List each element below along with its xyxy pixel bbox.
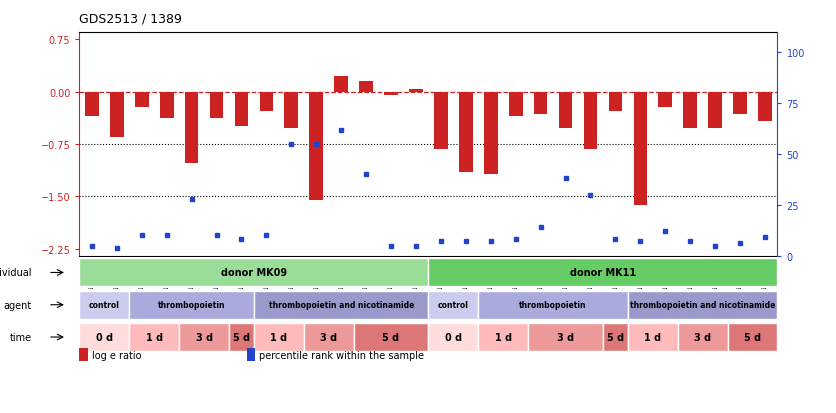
Bar: [678, 323, 727, 351]
Bar: [558, 92, 573, 128]
Text: donor MK11: donor MK11: [570, 268, 636, 278]
Text: 1 d: 1 d: [145, 332, 163, 342]
Bar: [758, 92, 772, 121]
Text: 1 d: 1 d: [495, 332, 512, 342]
Text: 5 d: 5 d: [744, 332, 761, 342]
Bar: [428, 323, 478, 351]
Text: 5 d: 5 d: [383, 332, 400, 342]
Text: thrombopoietin and nicotinamide: thrombopoietin and nicotinamide: [268, 301, 414, 309]
Bar: [354, 323, 428, 351]
Bar: [484, 92, 497, 175]
Text: control: control: [89, 301, 120, 309]
Bar: [254, 323, 303, 351]
Text: thrombopoietin: thrombopoietin: [519, 301, 587, 309]
Text: 1 d: 1 d: [645, 332, 661, 342]
Bar: [628, 323, 678, 351]
Bar: [135, 92, 149, 108]
Bar: [659, 92, 672, 108]
Text: 0 d: 0 d: [445, 332, 462, 342]
Bar: [609, 92, 622, 112]
Bar: [130, 291, 254, 319]
Text: 3 d: 3 d: [196, 332, 212, 342]
Bar: [733, 92, 747, 114]
Text: thrombopoietin and nicotinamide: thrombopoietin and nicotinamide: [630, 301, 775, 309]
Bar: [185, 92, 198, 164]
Bar: [428, 291, 478, 319]
Bar: [229, 323, 254, 351]
Bar: [284, 92, 298, 128]
Bar: [628, 291, 777, 319]
Text: 5 d: 5 d: [233, 332, 250, 342]
Text: 3 d: 3 d: [557, 332, 574, 342]
Bar: [533, 92, 548, 114]
Bar: [79, 323, 130, 351]
Bar: [235, 92, 248, 127]
Text: control: control: [438, 301, 469, 309]
Bar: [603, 323, 628, 351]
Text: 3 d: 3 d: [320, 332, 337, 342]
Bar: [478, 291, 628, 319]
Bar: [110, 92, 124, 138]
Bar: [309, 92, 324, 200]
Text: GDS2513 / 1389: GDS2513 / 1389: [79, 12, 182, 25]
Bar: [79, 259, 428, 287]
Bar: [478, 323, 528, 351]
Text: agent: agent: [3, 300, 32, 310]
Bar: [210, 92, 223, 119]
Bar: [727, 323, 777, 351]
Bar: [509, 92, 522, 116]
Bar: [160, 92, 174, 119]
Bar: [584, 92, 598, 150]
Text: percentile rank within the sample: percentile rank within the sample: [259, 350, 424, 360]
Bar: [708, 92, 722, 128]
Bar: [334, 77, 348, 92]
Bar: [79, 291, 130, 319]
Bar: [85, 92, 99, 116]
Bar: [459, 92, 472, 173]
Bar: [528, 323, 603, 351]
Bar: [683, 92, 697, 128]
Bar: [179, 323, 229, 351]
Bar: [130, 323, 179, 351]
Bar: [428, 259, 777, 287]
Text: 3 d: 3 d: [694, 332, 711, 342]
Text: 0 d: 0 d: [96, 332, 113, 342]
Bar: [259, 92, 273, 112]
Text: log e ratio: log e ratio: [92, 350, 141, 360]
Bar: [359, 82, 373, 92]
Bar: [409, 90, 423, 92]
Text: 1 d: 1 d: [270, 332, 288, 342]
Bar: [254, 291, 428, 319]
Bar: [303, 323, 354, 351]
Text: time: time: [10, 332, 32, 342]
Bar: [385, 92, 398, 96]
Bar: [434, 92, 448, 150]
Bar: [634, 92, 647, 205]
Text: donor MK09: donor MK09: [221, 268, 287, 278]
Text: thrombopoietin: thrombopoietin: [158, 301, 226, 309]
Text: 5 d: 5 d: [607, 332, 624, 342]
Text: individual: individual: [0, 268, 32, 278]
